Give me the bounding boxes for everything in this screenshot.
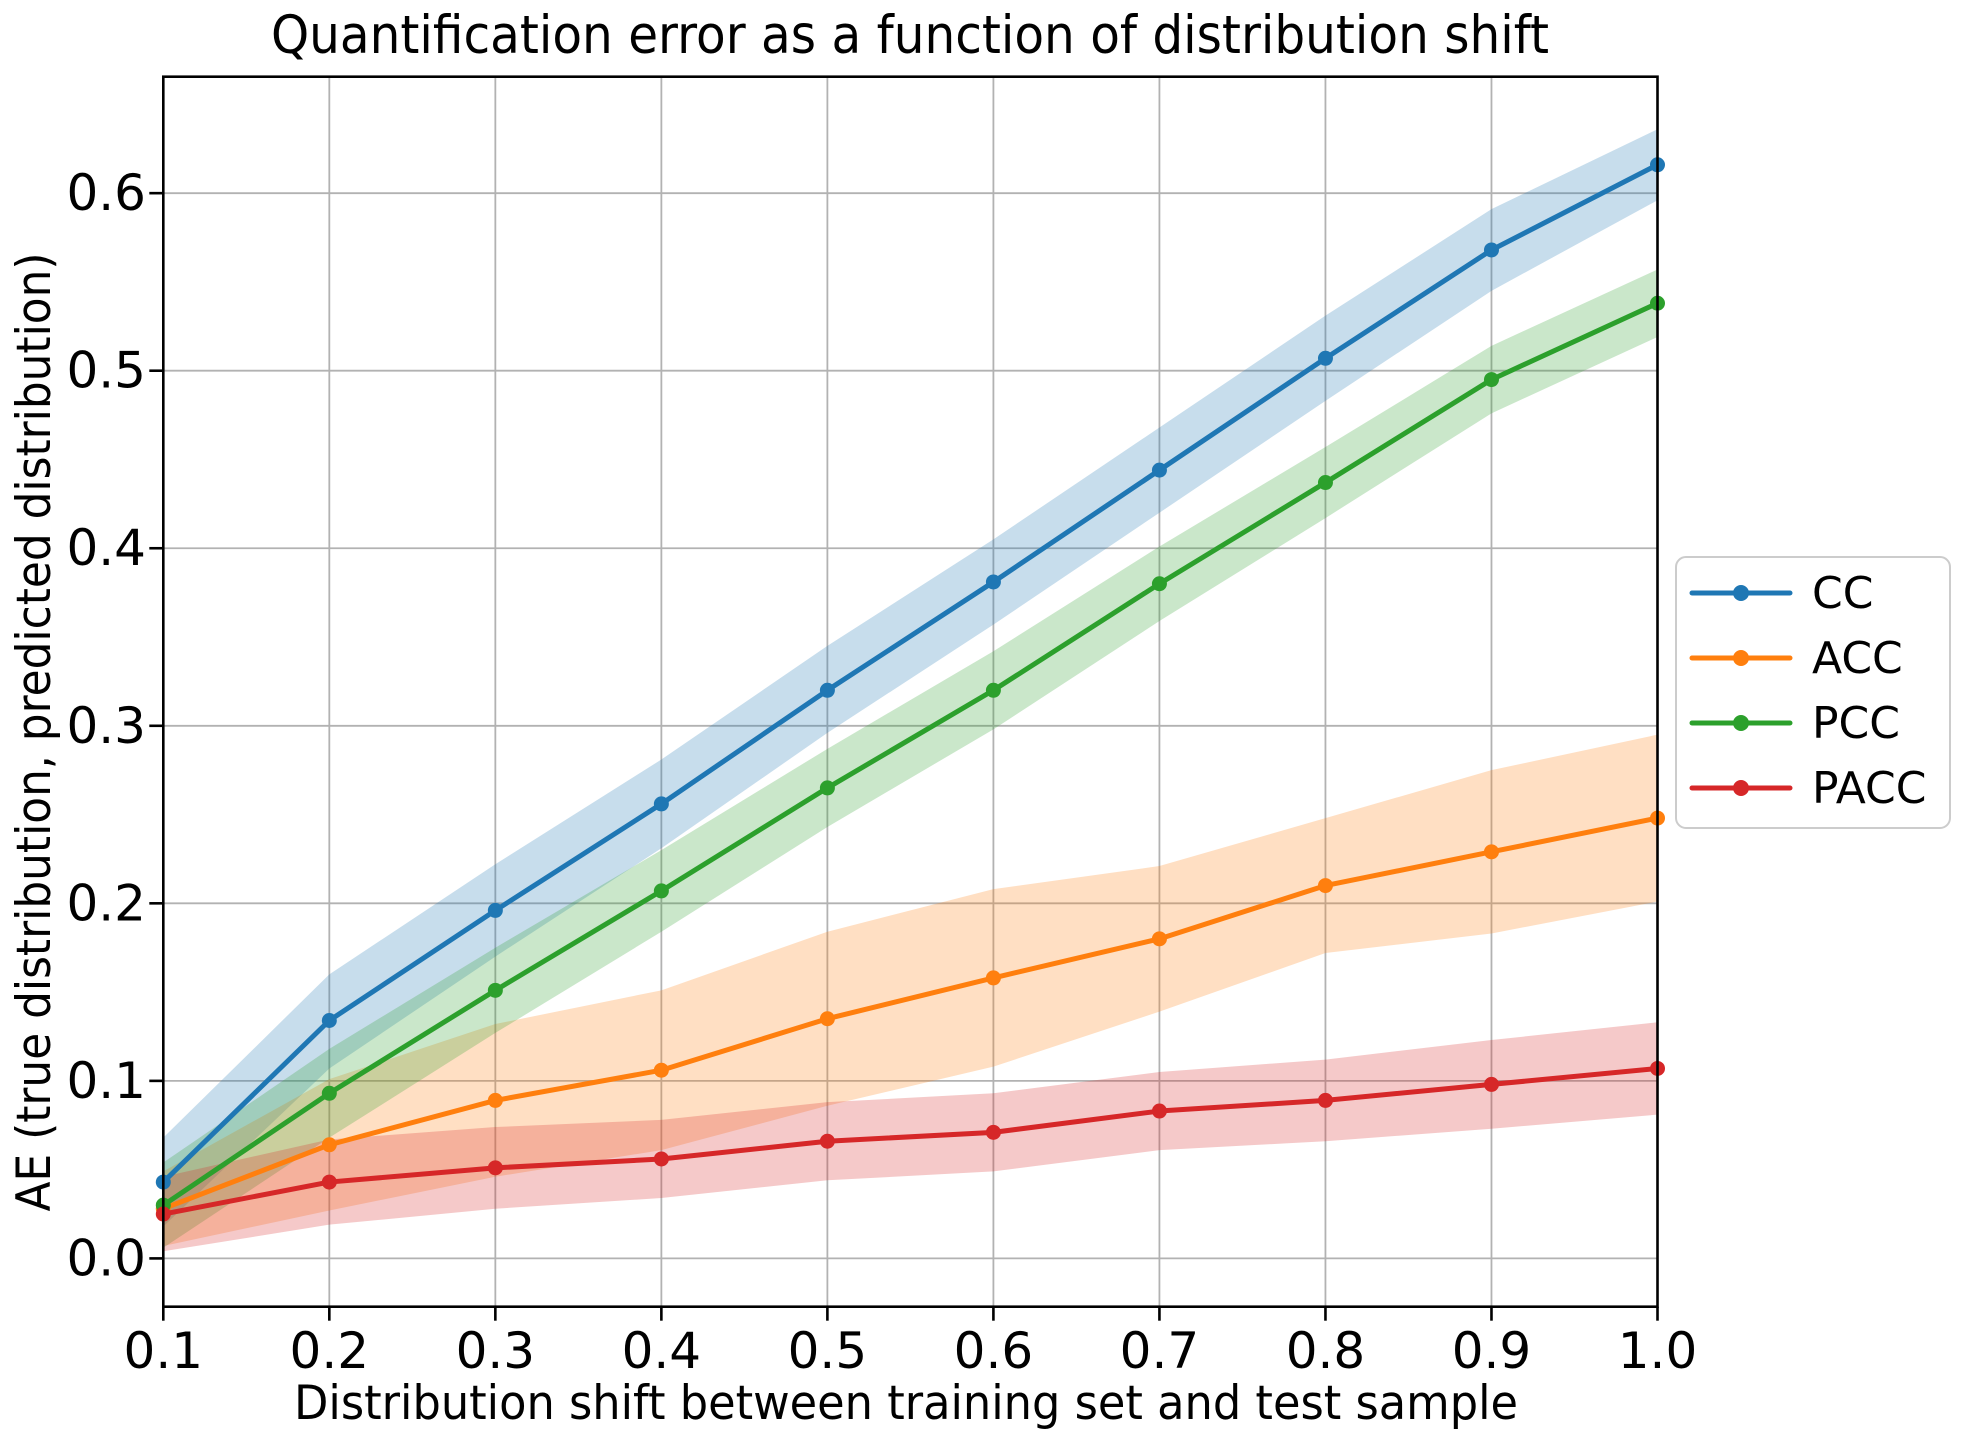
y-tick-label: 0.1 xyxy=(66,1052,146,1110)
cc-marker xyxy=(1151,462,1167,478)
axes-frame xyxy=(162,75,1659,1308)
pacc-marker xyxy=(487,1160,503,1176)
ticks xyxy=(149,191,1659,1321)
legend-marker-sample xyxy=(1733,715,1749,731)
plot-area: 0.1 0.2 0.3 0.4 0.5 0.6 0.7 0.8 0.9 1.0 0.0 0.1 0.2 0… xyxy=(66,75,1951,1380)
legend-label: PACC xyxy=(1812,763,1927,814)
tick-labels: 0.1 0.2 0.3 0.4 0.5 0.6 0.7 0.8 0.9 1.0 0.0 0.1 0.2 0… xyxy=(66,164,1697,1380)
cc-marker xyxy=(1483,242,1499,258)
x-axis-label: Distribution shift between training set … xyxy=(294,1376,1518,1431)
legend: CC ACC PCC PACC xyxy=(1675,556,1951,829)
pacc-marker xyxy=(819,1133,835,1149)
y-axis-label: AE (true distribution, predicted distrib… xyxy=(7,253,62,1212)
cc-line xyxy=(160,162,1660,1185)
legend-marker-sample xyxy=(1733,650,1749,666)
pcc-series xyxy=(155,295,1665,1213)
cc-marker xyxy=(653,796,669,812)
pcc-marker xyxy=(819,780,835,796)
legend-box xyxy=(1675,556,1951,829)
chart-title: Quantification error as a function of di… xyxy=(271,5,1549,66)
pcc-marker xyxy=(1151,576,1167,592)
legend-label: CC xyxy=(1812,568,1873,619)
pcc-marker xyxy=(1317,475,1333,491)
x-tick-label: 0.9 xyxy=(1452,1322,1532,1380)
x-tick-label: 1.0 xyxy=(1618,1322,1698,1380)
legend-marker-sample xyxy=(1733,780,1749,796)
pcc-marker xyxy=(985,682,1001,698)
x-tick-label: 0.3 xyxy=(456,1322,536,1380)
pcc-confidence-band xyxy=(163,269,1658,1248)
x-tick-label: 0.8 xyxy=(1286,1322,1366,1380)
legend-item-pcc: PCC xyxy=(1689,698,1900,749)
acc-marker xyxy=(1317,878,1333,894)
y-tick-label: 0.2 xyxy=(66,874,146,932)
pacc-marker xyxy=(653,1151,669,1167)
acc-marker xyxy=(653,1062,669,1078)
y-tick-label: 0.0 xyxy=(66,1229,146,1287)
legend-marker-sample xyxy=(1733,585,1749,601)
y-tick-label: 0.5 xyxy=(66,342,146,400)
cc-marker xyxy=(819,682,835,698)
cc-marker xyxy=(321,1013,337,1029)
x-tick-label: 0.1 xyxy=(124,1322,204,1380)
x-tick-label: 0.5 xyxy=(788,1322,868,1380)
acc-line xyxy=(160,815,1660,1212)
acc-marker xyxy=(1483,844,1499,860)
pacc-marker xyxy=(321,1174,337,1190)
pcc-line xyxy=(160,300,1660,1208)
pcc-marker xyxy=(653,883,669,899)
y-tick-label: 0.6 xyxy=(66,164,146,222)
pacc-marker xyxy=(1317,1092,1333,1108)
acc-marker xyxy=(819,1011,835,1027)
pacc-line xyxy=(160,1065,1660,1217)
legend-item-pacc: PACC xyxy=(1689,763,1927,814)
pacc-series xyxy=(155,1060,1665,1222)
legend-item-acc: ACC xyxy=(1689,633,1903,684)
pcc-marker xyxy=(1483,372,1499,388)
legend-item-cc: CC xyxy=(1689,568,1873,619)
x-tick-label: 0.6 xyxy=(954,1322,1034,1380)
y-tick-label: 0.4 xyxy=(66,519,146,577)
legend-label: PCC xyxy=(1812,698,1900,749)
pcc-marker xyxy=(487,982,503,998)
cc-confidence-band xyxy=(163,129,1658,1227)
acc-confidence-band xyxy=(163,734,1658,1246)
acc-marker xyxy=(1151,931,1167,947)
cc-marker xyxy=(985,574,1001,590)
x-tick-label: 0.2 xyxy=(290,1322,370,1380)
cc-marker xyxy=(487,902,503,918)
pacc-marker xyxy=(1151,1103,1167,1119)
pacc-marker xyxy=(985,1124,1001,1140)
acc-marker xyxy=(487,1092,503,1108)
y-tick-label: 0.3 xyxy=(66,697,146,755)
x-tick-label: 0.7 xyxy=(1120,1322,1200,1380)
pacc-marker xyxy=(1483,1076,1499,1092)
cc-marker xyxy=(1317,350,1333,366)
x-tick-label: 0.4 xyxy=(622,1322,702,1380)
acc-marker xyxy=(985,970,1001,986)
legend-label: ACC xyxy=(1812,633,1903,684)
pcc-marker xyxy=(321,1085,337,1101)
acc-marker xyxy=(321,1137,337,1153)
